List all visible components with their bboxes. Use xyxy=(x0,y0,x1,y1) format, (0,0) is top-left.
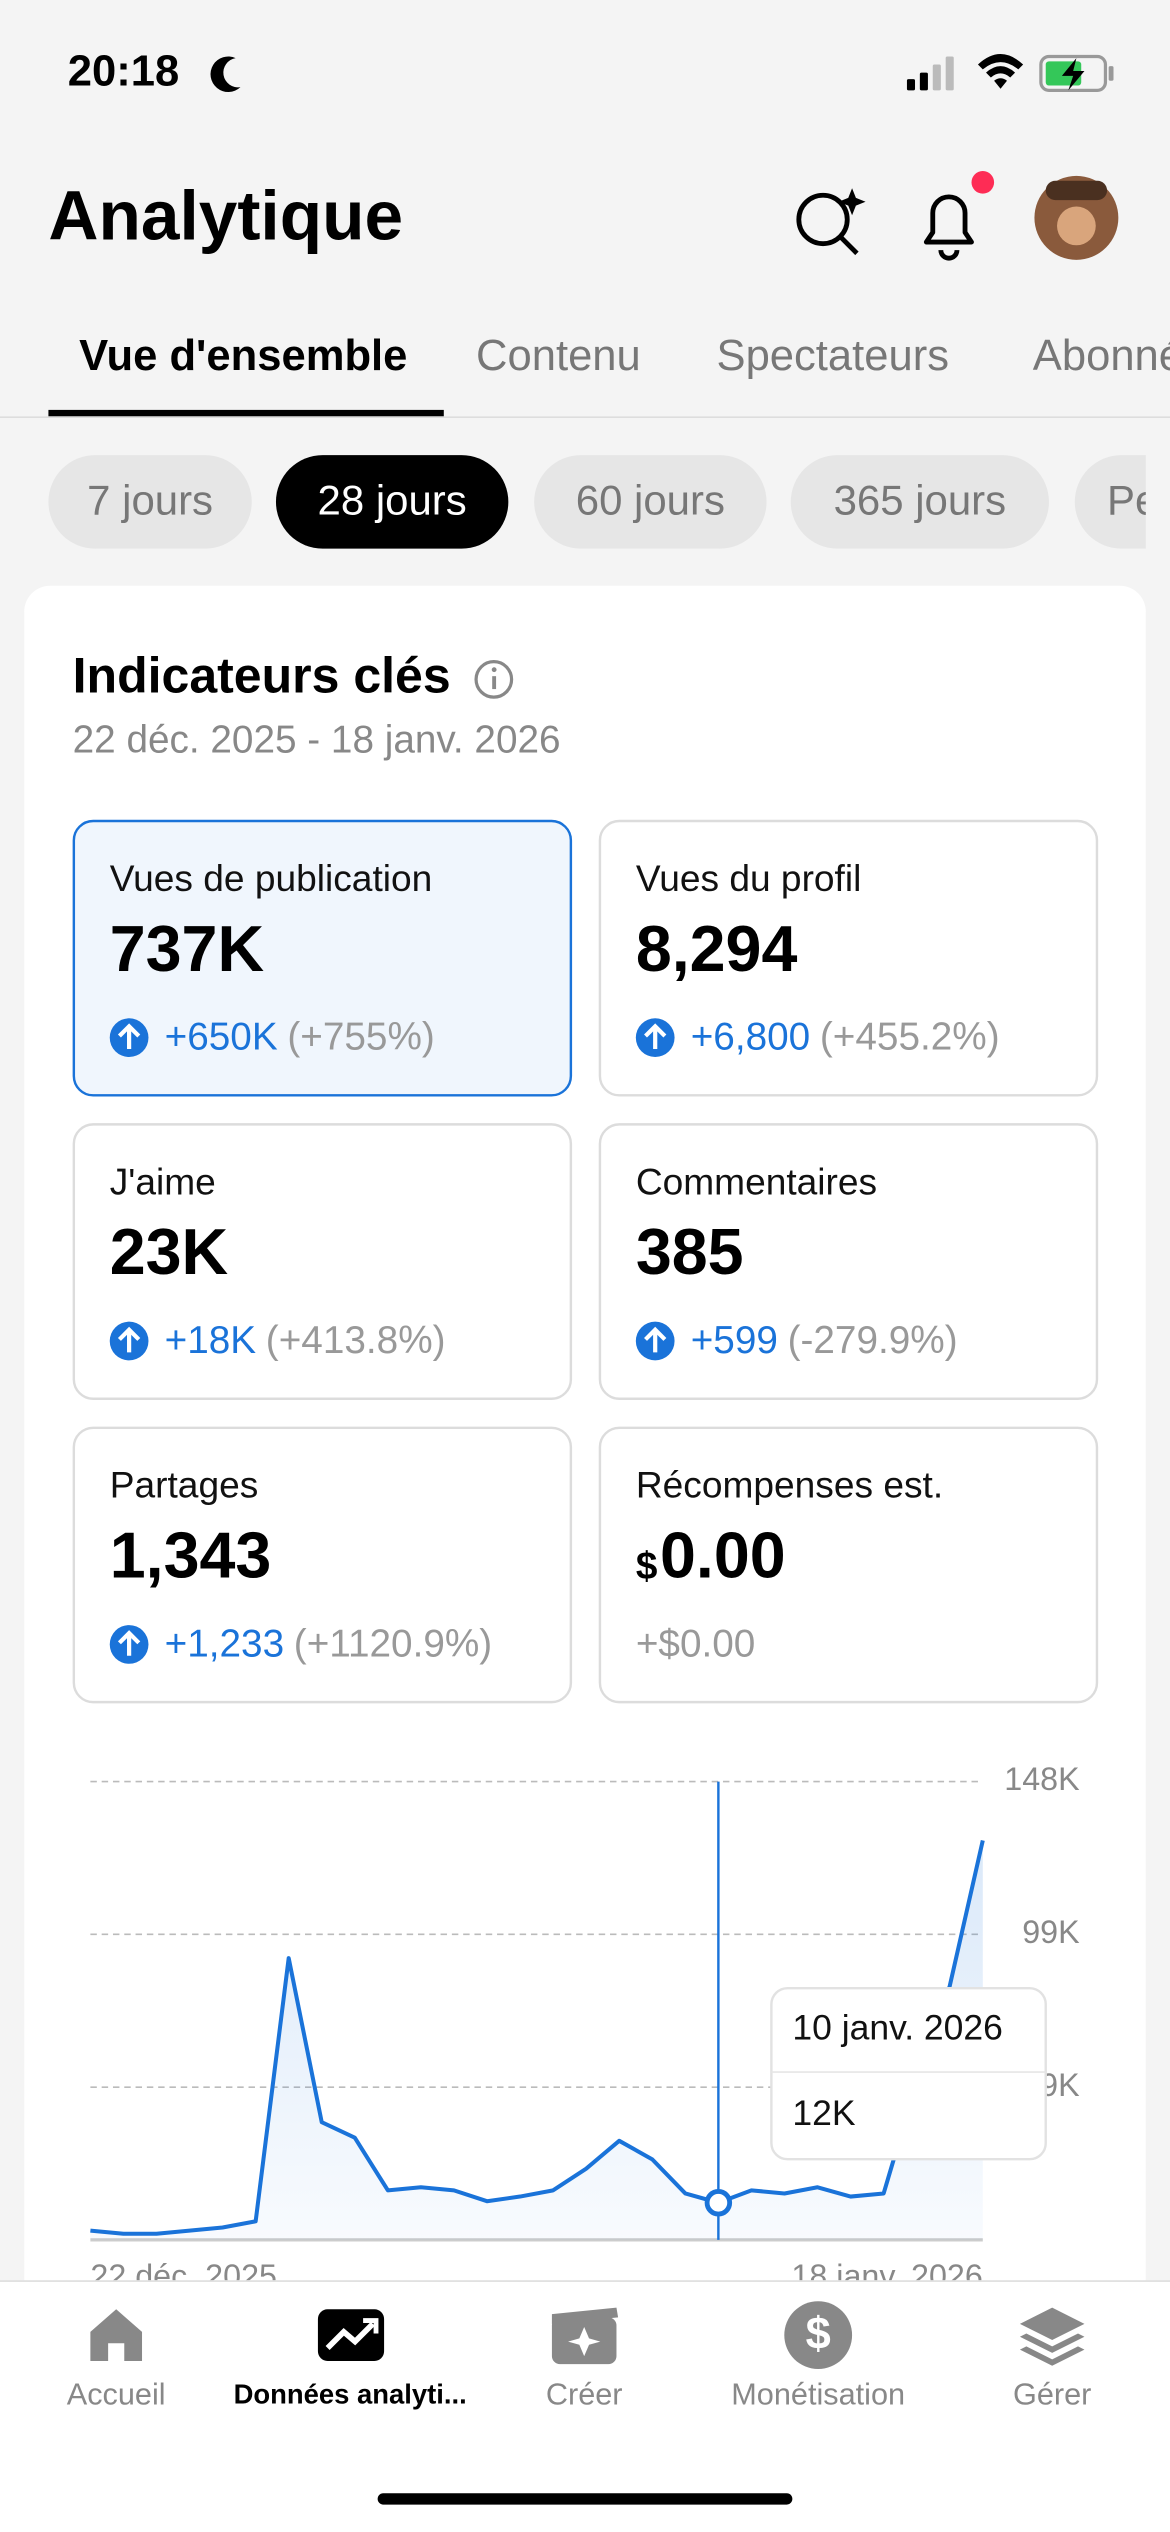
battery-icon xyxy=(1039,54,1114,92)
metric-value: 385 xyxy=(636,1216,744,1288)
nav-labels: Accueil Données analyti... Créer Monétisati… xyxy=(67,2378,1092,2412)
tooltip: 10 janv. 2026 12K xyxy=(770,1986,1047,2161)
period-chip[interactable]: 28 jours xyxy=(275,455,509,549)
chip-background xyxy=(1074,455,1146,549)
metric-value: 0.00 xyxy=(660,1520,786,1592)
tab[interactable]: Abonnés xyxy=(1033,332,1170,380)
metric-label: Récompenses est. xyxy=(636,1464,943,1506)
card-title: Indicateurs clés xyxy=(73,648,451,704)
tab[interactable]: Spectateurs xyxy=(717,332,949,380)
chip-background xyxy=(48,455,252,549)
info-icon[interactable] xyxy=(474,660,514,699)
tile-background xyxy=(72,819,573,1097)
status-time: 20:18 xyxy=(68,48,179,96)
wifi-icon xyxy=(977,54,1024,89)
metric-label: Vues de publication xyxy=(110,857,433,899)
chip-label: 28 jours xyxy=(318,477,467,524)
period-chip[interactable]: 7 jours xyxy=(48,455,252,549)
period-selector: 7 jours 28 jours 60 jours 365 jours Personna… xyxy=(48,455,1170,549)
tooltip-date: 10 janv. 2026 xyxy=(792,2007,1003,2047)
analytics-icon xyxy=(317,2309,385,2361)
moon-icon xyxy=(210,56,241,93)
metric-value: 8,294 xyxy=(636,913,798,985)
home-indicator xyxy=(377,2493,793,2505)
tooltip-box xyxy=(770,1986,1047,2161)
tab-bar: Vue d'ensemble Contenu Spectateurs Abonnés xyxy=(79,332,1170,380)
tile-background xyxy=(598,819,1099,1097)
chip-label: 365 jours xyxy=(834,477,1007,524)
highlight-point xyxy=(704,2189,733,2217)
chip-label: Personnalisé xyxy=(1107,477,1170,524)
active-tab-indicator xyxy=(48,409,444,417)
chip-label: 7 jours xyxy=(87,477,213,524)
up-arrow-glyph xyxy=(117,1630,141,1656)
metric-change-percent: (+413.8%) xyxy=(266,1319,446,1362)
tile-background xyxy=(598,1426,1099,1704)
metric-tile[interactable]: Vues du profil 8,294 +6,800 (+455.2%) xyxy=(598,819,1099,1097)
metric-value: 737K xyxy=(110,913,265,985)
chip-background xyxy=(534,455,767,549)
metric-change: +$0.00 xyxy=(636,1622,756,1665)
metric-change-percent: (+755%) xyxy=(287,1016,434,1059)
metric-change: +6,800 xyxy=(691,1016,811,1059)
line xyxy=(90,1839,985,2236)
notifications-button[interactable] xyxy=(923,171,995,261)
nav-item[interactable]: Créer xyxy=(546,2378,623,2412)
chip-background xyxy=(790,455,1049,549)
metric-change: +1,233 xyxy=(165,1622,285,1665)
metric-change-percent: (+1120.9%) xyxy=(294,1622,492,1665)
chip-label: 60 jours xyxy=(576,477,725,524)
search-button[interactable] xyxy=(796,188,866,256)
metric-currency: $ xyxy=(636,1545,658,1588)
nav-item[interactable]: Monétisation xyxy=(731,2378,905,2412)
monetization-icon: $ xyxy=(784,2301,853,2370)
tile-background xyxy=(72,1123,573,1400)
metric-tile[interactable]: Commentaires 385 +599 (-279.9%) xyxy=(598,1123,1099,1400)
metric-label: J'aime xyxy=(110,1160,216,1202)
area xyxy=(90,1840,983,2240)
metric-tile[interactable]: Partages 1,343 +1,233 (+1120.9%) xyxy=(72,1426,573,1704)
metric-change: +18K xyxy=(165,1319,257,1362)
tile-background xyxy=(72,1426,573,1704)
period-chip[interactable]: 365 jours xyxy=(790,455,1049,549)
page-title: Analytique xyxy=(48,176,403,254)
metric-value: 23K xyxy=(110,1216,229,1288)
up-arrow-glyph xyxy=(117,1326,141,1353)
metric-tile[interactable]: J'aime 23K +18K (+413.8%) xyxy=(72,1123,573,1400)
metric-tile[interactable]: Vues de publication 737K +650K (+755%) xyxy=(72,819,573,1097)
metric-change-percent: (+455.2%) xyxy=(820,1016,1000,1059)
nav-item[interactable]: Données analyti... xyxy=(234,2379,467,2410)
nav-item[interactable]: Gérer xyxy=(1013,2378,1091,2412)
metric-label: Partages xyxy=(110,1464,259,1506)
y-tick-label: 99K xyxy=(1022,1914,1080,1950)
y-tick-label: 148K xyxy=(1004,1761,1080,1797)
tab[interactable]: Contenu xyxy=(476,332,641,380)
svg-text:$: $ xyxy=(806,2308,831,2359)
profile-avatar[interactable] xyxy=(1034,175,1119,260)
nav-item[interactable]: Accueil xyxy=(67,2378,166,2412)
date-range: 22 déc. 2025 - 18 janv. 2026 xyxy=(73,719,561,762)
up-arrow-glyph xyxy=(117,1023,141,1049)
metric-label: Vues du profil xyxy=(636,857,862,899)
metric-tile[interactable]: Récompenses est. $ 0.00 +$0.00 xyxy=(598,1426,1099,1704)
metric-value: 1,343 xyxy=(110,1520,272,1592)
home-icon xyxy=(90,2309,143,2361)
tab[interactable]: Vue d'ensemble xyxy=(79,332,407,380)
metric-change-percent: (-279.9%) xyxy=(788,1319,958,1362)
metric-change: +599 xyxy=(691,1319,778,1362)
tile-background xyxy=(598,1123,1099,1400)
metric-change: +650K xyxy=(165,1016,278,1059)
period-chip[interactable]: Personnalisé xyxy=(1074,455,1170,549)
up-arrow-glyph xyxy=(644,1326,667,1353)
metric-label: Commentaires xyxy=(636,1160,877,1202)
chip-background xyxy=(275,455,509,549)
up-arrow-glyph xyxy=(644,1023,667,1049)
period-chip[interactable]: 60 jours xyxy=(534,455,767,549)
create-icon xyxy=(551,2307,619,2365)
tooltip-value: 12K xyxy=(792,2093,855,2133)
signal-icon xyxy=(906,56,954,91)
